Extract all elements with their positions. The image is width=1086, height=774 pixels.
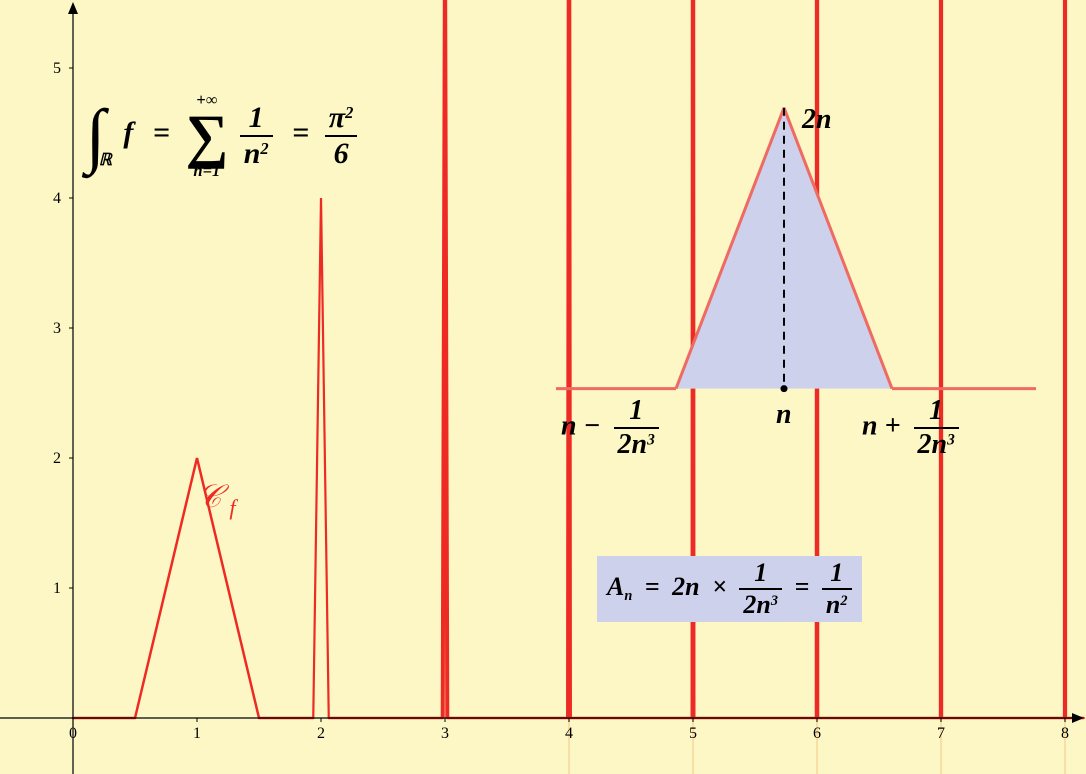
svg-text:5: 5 [53, 60, 61, 77]
svg-text:5: 5 [689, 725, 697, 742]
inset-peak-label: 2n [802, 104, 832, 136]
curve-label: 𝒞 f [198, 478, 236, 521]
svg-text:3: 3 [441, 725, 449, 742]
inset-right-base-label: n + 1 2n3 [862, 397, 959, 459]
svg-text:7: 7 [937, 725, 945, 742]
svg-text:2: 2 [317, 725, 325, 742]
inset-center-label: n [776, 399, 792, 431]
inset-left-base-label: n − 1 2n3 [561, 397, 659, 459]
svg-text:2: 2 [53, 450, 61, 467]
svg-text:8: 8 [1061, 725, 1069, 742]
inset-triangle: 2n n n − 1 2n3 n + 1 2n3 [556, 100, 1036, 490]
diagram-canvas: 0 1 2 3 4 5 6 7 8 1 2 3 4 5 ∫ℝ f = +∞ ∑ n=1 1 n2 = π2… [0, 0, 1086, 774]
svg-text:4: 4 [53, 190, 61, 207]
area-formula: An = 2n × 1 2n3 = 1 n2 [597, 556, 862, 622]
svg-text:4: 4 [565, 725, 573, 742]
svg-text:1: 1 [53, 580, 61, 597]
svg-text:6: 6 [813, 725, 821, 742]
svg-text:3: 3 [53, 320, 61, 337]
svg-text:0: 0 [69, 725, 77, 742]
svg-text:1: 1 [193, 725, 201, 742]
integral-formula: ∫ℝ f = +∞ ∑ n=1 1 n2 = π2 6 [85, 92, 357, 179]
